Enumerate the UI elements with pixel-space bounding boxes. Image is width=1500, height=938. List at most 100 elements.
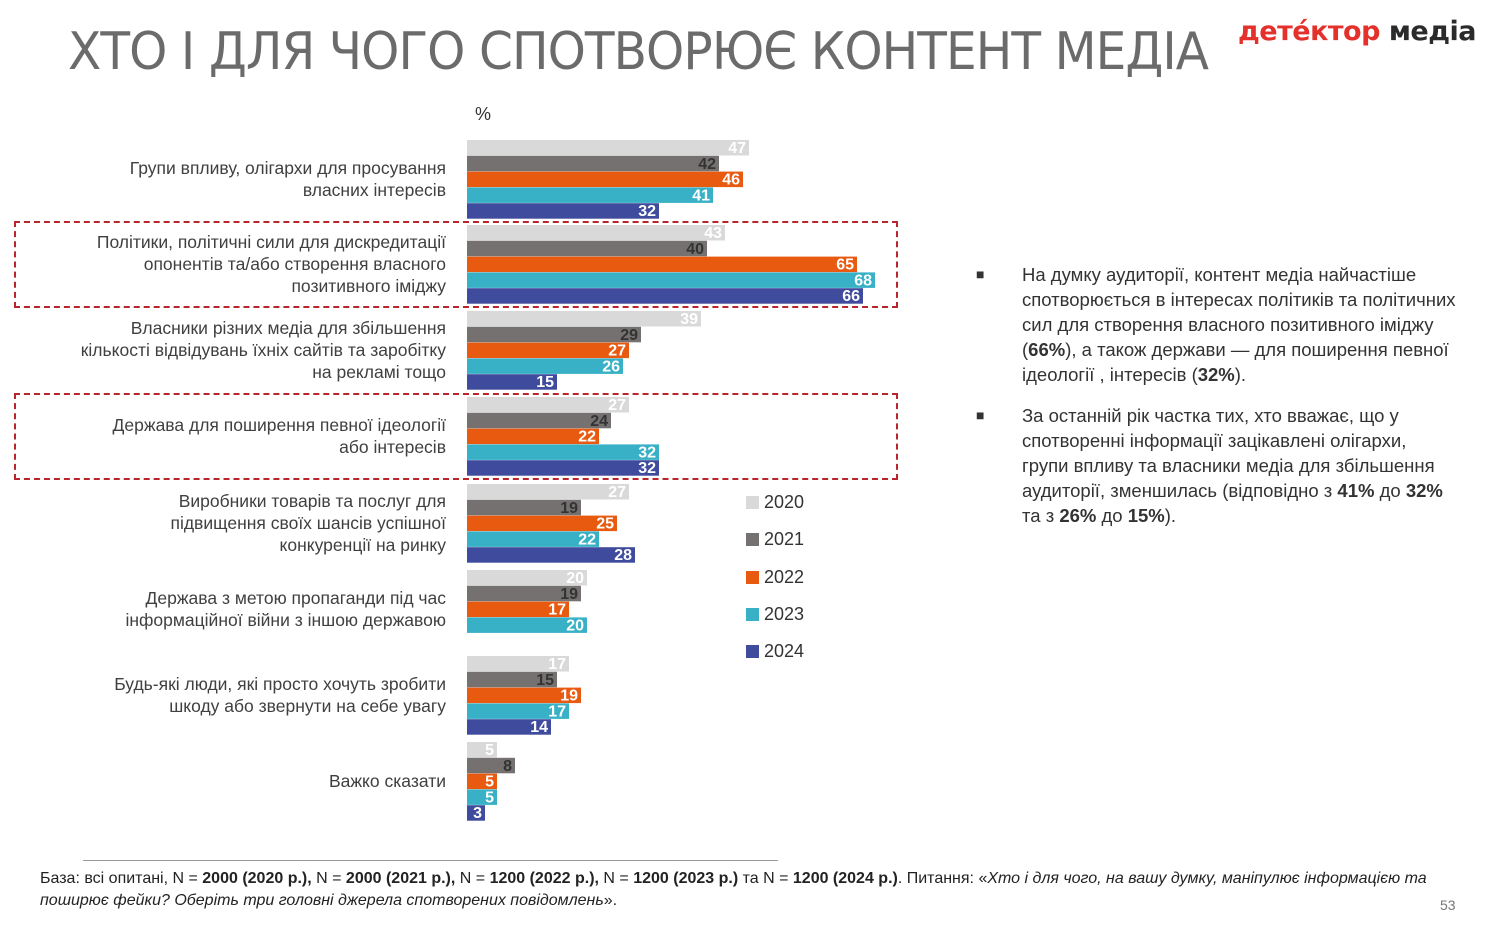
category-label: Виробники товарів та послуг для підвищен… bbox=[170, 490, 446, 555]
data-label-2024: 66 bbox=[842, 288, 860, 305]
data-label-2022: 46 bbox=[722, 172, 740, 189]
legend-swatch bbox=[746, 570, 759, 584]
bar-2022 bbox=[467, 342, 629, 359]
data-label-2023: 22 bbox=[578, 531, 596, 548]
bar-2024 bbox=[467, 547, 635, 563]
bullet-emphasis: 66% bbox=[1028, 339, 1066, 360]
data-label-2023: 17 bbox=[548, 703, 566, 720]
footnote-segment: 1200 (2024 р.) bbox=[792, 870, 898, 887]
bar-2020 bbox=[467, 140, 749, 156]
bar-2020 bbox=[467, 311, 701, 327]
footnote-segment: 1200 (2023 р.) bbox=[633, 870, 739, 887]
bar-2024 bbox=[467, 805, 485, 821]
bullet-text: ). bbox=[1234, 364, 1247, 385]
bar-2023 bbox=[467, 272, 875, 288]
bullet-emphasis: 32% bbox=[1197, 364, 1235, 385]
data-label-2021: 15 bbox=[536, 672, 554, 689]
footnote-segment: База: всі опитані, N = bbox=[40, 870, 203, 887]
footnote-divider bbox=[83, 860, 778, 861]
legend-swatch bbox=[746, 607, 759, 621]
data-label-2023: 5 bbox=[485, 789, 494, 806]
data-label-2024: 28 bbox=[614, 547, 632, 564]
bar-2020 bbox=[467, 570, 587, 586]
bullet-emphasis: 32% bbox=[1405, 480, 1443, 501]
data-label-2022: 25 bbox=[596, 516, 614, 533]
key-findings: ■ На думку аудиторії, контент медіа найча… bbox=[976, 262, 1456, 544]
footnote-segment: 1200 (2022 р.), bbox=[489, 870, 599, 887]
bar-2021 bbox=[467, 499, 581, 516]
bar-2023 bbox=[467, 617, 587, 633]
bar-2020 bbox=[467, 397, 629, 413]
bar-2020 bbox=[467, 484, 629, 500]
data-label-2020: 5 bbox=[485, 742, 494, 759]
data-label-2022: 27 bbox=[608, 343, 626, 360]
data-label-2021: 24 bbox=[590, 413, 608, 430]
bar-2024 bbox=[467, 460, 659, 476]
bullet-emphasis: 15% bbox=[1127, 505, 1165, 526]
bullet-text: ). bbox=[1164, 505, 1177, 526]
bar-2024 bbox=[467, 288, 863, 304]
data-label-2020: 27 bbox=[608, 484, 626, 501]
legend-swatch bbox=[746, 645, 759, 659]
bar-2021 bbox=[467, 757, 515, 774]
data-label-2023: 68 bbox=[854, 272, 872, 289]
category-label: Будь-які люди, які просто хочуть зробити… bbox=[114, 673, 446, 716]
bar-2022 bbox=[467, 687, 581, 704]
bar-2023 bbox=[467, 444, 659, 460]
footnote-segment: N = bbox=[311, 870, 346, 887]
bullet-point: ■ За останній рік частка тих, хто вважає,… bbox=[976, 403, 1456, 528]
data-label-2023: 20 bbox=[566, 617, 584, 634]
footnote-segment: ». bbox=[603, 892, 618, 909]
legend-label: 2023 bbox=[764, 603, 805, 624]
bar-2022 bbox=[467, 428, 599, 445]
data-label-2022: 65 bbox=[836, 257, 854, 274]
category-label: Власники різних медіа для збільшення кіл… bbox=[80, 317, 446, 382]
bullet-emphasis: 41% bbox=[1337, 480, 1375, 501]
page-title: ХТО І ДЛЯ ЧОГО СПОТВОРЮЄ КОНТЕНТ МЕДІА bbox=[68, 22, 1209, 82]
bar-2021 bbox=[467, 326, 641, 343]
bullet-text: ), а також держави — для поширення певно… bbox=[1022, 339, 1449, 385]
bar-2024 bbox=[467, 203, 659, 219]
bar-2021 bbox=[467, 585, 581, 602]
logo-part-2: медіа bbox=[1379, 16, 1477, 47]
bar-2024 bbox=[467, 719, 551, 735]
bullet-text: За останній рік частка тих, хто вважає, … bbox=[1022, 405, 1435, 501]
bar-2021 bbox=[467, 412, 611, 429]
footnote-segment: та N = bbox=[738, 870, 793, 887]
category-label: Групи впливу, олігархи для просування вл… bbox=[129, 157, 446, 200]
page-number: 53 bbox=[1440, 897, 1456, 913]
data-label-2021: 19 bbox=[560, 500, 578, 517]
category-label: Політики, політичні сили для дискредитац… bbox=[96, 231, 446, 296]
data-label-2020: 27 bbox=[608, 397, 626, 414]
data-label-2022: 19 bbox=[560, 688, 578, 705]
bullet-text: та з bbox=[1022, 505, 1060, 526]
data-label-2020: 47 bbox=[728, 140, 746, 157]
bar-2023 bbox=[467, 187, 713, 203]
data-label-2021: 29 bbox=[620, 327, 638, 344]
bullet-text: до bbox=[1096, 505, 1128, 526]
bar-2022 bbox=[467, 171, 743, 188]
category-label: Держава для поширення певної ідеології а… bbox=[112, 414, 446, 457]
data-label-2023: 32 bbox=[638, 444, 656, 461]
bar-2022 bbox=[467, 601, 569, 618]
bar-2023 bbox=[467, 531, 599, 547]
data-label-2023: 41 bbox=[692, 187, 710, 204]
data-label-2024: 32 bbox=[638, 460, 656, 477]
bar-2021 bbox=[467, 240, 707, 257]
legend-swatch bbox=[746, 496, 759, 509]
bar-2023 bbox=[467, 358, 623, 374]
data-label-2024: 32 bbox=[638, 203, 656, 220]
highlight-box bbox=[14, 393, 898, 480]
data-label-2020: 20 bbox=[566, 570, 584, 587]
bar-2021 bbox=[467, 671, 557, 688]
bar-2024 bbox=[467, 374, 557, 390]
bullet-text: до bbox=[1374, 480, 1406, 501]
data-label-2022: 22 bbox=[578, 429, 596, 446]
bullet-point: ■ На думку аудиторії, контент медіа найча… bbox=[976, 262, 1456, 387]
data-label-2021: 8 bbox=[503, 758, 512, 775]
data-label-2020: 39 bbox=[680, 311, 698, 328]
legend-swatch bbox=[746, 533, 759, 547]
data-label-2022: 17 bbox=[548, 602, 566, 619]
data-label-2021: 42 bbox=[698, 156, 716, 173]
